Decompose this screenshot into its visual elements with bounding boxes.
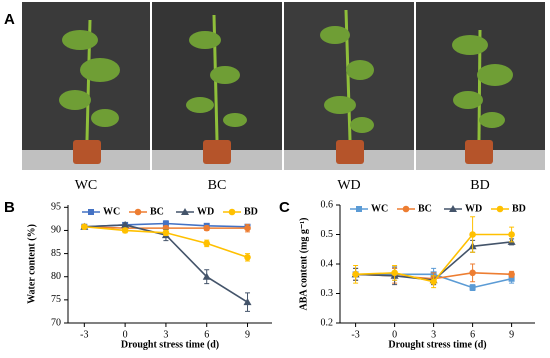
photo-caption: WD: [337, 178, 360, 193]
legend-label: BC: [418, 203, 432, 214]
marker: [121, 227, 129, 234]
marker: [203, 240, 211, 247]
marker: [162, 220, 169, 227]
y-tick-label: 0.4: [321, 258, 334, 269]
y-tick-label: 90: [51, 225, 61, 236]
legend-label: WD: [465, 203, 482, 214]
marker: [162, 229, 170, 237]
photo-strip: [22, 2, 545, 170]
panel-label: C: [279, 199, 290, 216]
legend-label: WD: [197, 206, 214, 217]
x-axis-label: Drought stress time (d): [121, 339, 219, 350]
y-axis-label: ABA content (mg g⁻¹): [298, 218, 309, 311]
marker: [181, 208, 189, 215]
legend-label: BD: [244, 206, 258, 217]
x-tick-label: -3: [351, 329, 359, 340]
marker: [352, 271, 359, 278]
marker: [243, 298, 252, 306]
marker: [356, 206, 362, 212]
y-tick-label: 0.5: [321, 229, 334, 240]
marker: [469, 269, 476, 277]
marker: [134, 208, 142, 216]
x-tick-label: 3: [163, 329, 168, 340]
x-tick-label: 0: [392, 329, 397, 340]
marker: [202, 272, 211, 280]
y-tick-label: 80: [51, 271, 61, 282]
y-tick-label: 0.3: [321, 288, 334, 299]
marker: [244, 224, 251, 232]
x-axis-label: Drought stress time (d): [388, 339, 486, 350]
photo-caption: WC: [75, 178, 98, 193]
leaves: [59, 26, 513, 133]
x-tick-label: 6: [204, 329, 209, 340]
marker: [449, 205, 457, 212]
marker: [496, 205, 504, 213]
photo-caption: BC: [208, 178, 227, 193]
y-tick-label: 0.6: [321, 199, 334, 210]
marker: [402, 205, 410, 213]
marker: [203, 224, 211, 232]
marker: [469, 231, 476, 238]
x-tick-label: -3: [80, 329, 88, 340]
marker: [508, 271, 515, 278]
x-tick-label: 0: [123, 329, 128, 340]
pots: [73, 140, 493, 164]
y-tick-label: 70: [51, 317, 61, 328]
x-tick-label: 6: [470, 329, 475, 340]
x-tick-label: 9: [245, 329, 250, 340]
marker: [391, 269, 398, 277]
panel-label: B: [4, 199, 15, 216]
marker: [121, 220, 130, 228]
marker: [469, 284, 476, 291]
x-tick-label: 9: [509, 329, 514, 340]
marker: [508, 275, 515, 282]
legend-label: WC: [103, 206, 120, 217]
legend-label: BC: [150, 206, 164, 217]
y-axis-label: Water content (%): [26, 224, 37, 304]
y-tick-label: 95: [51, 202, 61, 213]
photo-caption: BD: [470, 178, 489, 193]
marker: [228, 208, 236, 216]
legend-label: WC: [371, 203, 388, 214]
marker: [430, 278, 437, 286]
marker: [244, 253, 251, 261]
marker: [81, 223, 88, 231]
panel-label: A: [4, 11, 15, 28]
marker: [88, 209, 94, 215]
marker: [508, 231, 515, 238]
legend-label: BD: [512, 203, 526, 214]
y-tick-label: 85: [51, 248, 61, 259]
y-tick-label: 75: [51, 294, 61, 305]
x-tick-label: 3: [431, 329, 436, 340]
y-tick-label: 0.2: [321, 317, 334, 328]
